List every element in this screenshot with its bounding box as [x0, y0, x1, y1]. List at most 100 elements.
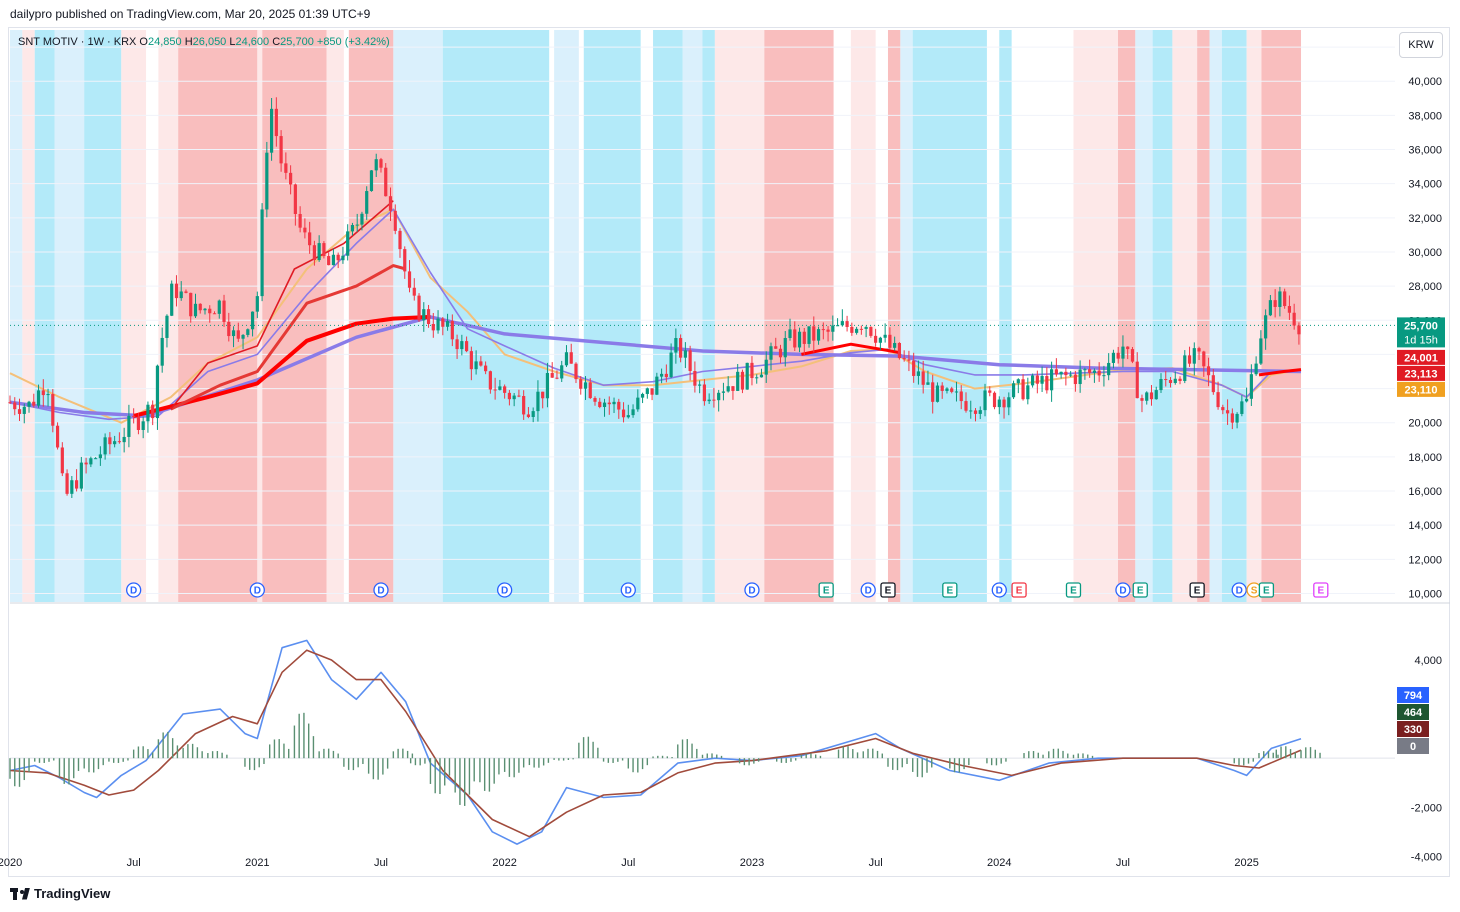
candle-body [1088, 369, 1091, 373]
candle-body [988, 390, 991, 392]
price-tick-label: 14,000 [1408, 520, 1442, 532]
candle-body [1026, 385, 1029, 399]
footer-brand[interactable]: TradingView [10, 886, 110, 901]
candle-body [1269, 300, 1272, 315]
candle-body [931, 382, 934, 402]
price-tick-label: 18,000 [1408, 452, 1442, 464]
candle-body [1060, 372, 1063, 375]
candle-body [455, 339, 458, 349]
event-marker-letter: D [501, 586, 508, 597]
candle-body [769, 346, 772, 359]
candle-body [798, 332, 801, 348]
candle-body [893, 343, 896, 348]
candle-body [1193, 348, 1196, 364]
candle-body [1226, 410, 1229, 413]
candle-body [46, 394, 49, 395]
price-tick-label: 12,000 [1408, 554, 1442, 566]
candle-body [598, 402, 601, 407]
candle-body [270, 109, 273, 153]
macd-tick-label: -2,000 [1411, 802, 1442, 814]
candle-body [436, 319, 439, 331]
candle-body [536, 392, 539, 411]
candle-body [75, 480, 78, 488]
macd-signal-line [10, 650, 1301, 837]
candle-body [1002, 400, 1005, 408]
price-tick-label: 30,000 [1408, 247, 1442, 259]
candle-body [1012, 383, 1015, 397]
price-tick-label: 40,000 [1408, 76, 1442, 88]
candle-body [132, 416, 135, 417]
candle-body [917, 371, 920, 376]
candle-body [593, 398, 596, 402]
candle-body [280, 136, 283, 163]
candle-body [969, 410, 972, 411]
candle-body [936, 386, 939, 402]
candle-body [860, 329, 863, 330]
last-price-badge: 25,700 [1404, 320, 1438, 332]
candle-body [1040, 376, 1043, 384]
candle-body [845, 321, 848, 327]
candle-body [1197, 348, 1200, 351]
candle-body [398, 231, 401, 249]
candle-body [241, 335, 244, 339]
candle-body [451, 321, 454, 339]
candle-body [522, 396, 525, 414]
candle-body [974, 410, 977, 413]
candle-body [417, 296, 420, 321]
candle-body [375, 159, 378, 170]
macd-line [10, 640, 1301, 844]
candle-body [1112, 353, 1115, 363]
price-tick-label: 38,000 [1408, 110, 1442, 122]
legend-symbol[interactable]: SNT MOTIV · 1W · KRX [18, 36, 136, 48]
legend-open: 24,850 [148, 36, 182, 48]
legend-high: 26,050 [193, 36, 227, 48]
candle-body [1250, 374, 1253, 399]
candle-body [741, 372, 744, 390]
candle-body [13, 402, 16, 409]
currency-button[interactable]: KRW [1399, 32, 1443, 58]
candle-body [1140, 398, 1143, 401]
event-marker-letter: S [1251, 586, 1258, 597]
candle-body [1245, 399, 1248, 402]
candle-body [765, 360, 768, 375]
candle-body [165, 316, 168, 338]
candle-body [441, 319, 444, 327]
candle-body [475, 361, 478, 369]
legend-open-label: O [139, 36, 148, 48]
candle-body [698, 385, 701, 386]
candle-body [1264, 315, 1267, 338]
candle-body [318, 243, 321, 260]
candle-body [27, 402, 30, 407]
candle-body [979, 410, 982, 414]
candle-body [1021, 379, 1024, 399]
candle-body [151, 405, 154, 418]
candle-body [1164, 379, 1167, 380]
candle-body [779, 349, 782, 358]
candle-body [1169, 380, 1172, 383]
candle-body [1221, 407, 1224, 410]
candle-body [907, 359, 910, 360]
candle-body [670, 353, 673, 378]
candle-body [1083, 369, 1086, 370]
time-tick-label: Jul [869, 857, 883, 869]
price-tick-label: 32,000 [1408, 213, 1442, 225]
candle-body [394, 211, 397, 231]
candle-body [156, 366, 159, 418]
candle-body [826, 330, 829, 332]
candle-body [42, 390, 45, 395]
candle-body [70, 480, 73, 494]
candle-body [1093, 371, 1096, 373]
candle-body [237, 330, 240, 338]
candle-body [498, 386, 501, 390]
candle-body [8, 402, 11, 403]
candle-body [570, 352, 573, 363]
candle-body [37, 390, 40, 405]
candle-body [1183, 355, 1186, 381]
candle-body [1079, 370, 1082, 384]
candle-body [470, 351, 473, 369]
candle-body [874, 336, 877, 343]
macd-value-badge: 794 [1404, 690, 1423, 702]
candle-body [104, 437, 107, 454]
candle-body [646, 388, 649, 394]
